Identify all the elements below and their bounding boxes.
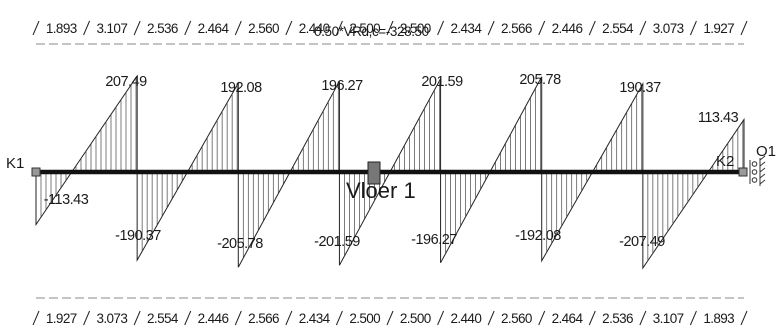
vrdc-annotation: 0.50*VRd,c=-328.50	[314, 24, 429, 39]
beam-label-marker	[367, 161, 381, 185]
top-dim-tick	[639, 20, 647, 36]
shear-positive-area	[389, 78, 442, 173]
top-dim-label: 2.440	[299, 21, 330, 36]
shear-max-label: 190.37	[619, 80, 661, 96]
bottom-dim-tick	[133, 310, 141, 326]
bottom-dim-label: 3.107	[653, 311, 684, 326]
shear-min-label: -190.37	[115, 228, 161, 244]
bottom-dim-label: 2.440	[450, 311, 481, 326]
top-dim-label: 2.446	[552, 21, 583, 36]
top-dim-tick	[386, 20, 394, 36]
top-dim-tick	[588, 20, 596, 36]
bottom-dim-tick	[437, 310, 445, 326]
bottom-dim-label: 1.893	[703, 311, 734, 326]
top-dim-tick	[487, 20, 495, 36]
top-dimension-line: 1.893 3.107 2.536 2.464 2.560 2.440 2.500 2.500…	[32, 20, 748, 45]
top-dim-label: 3.107	[96, 21, 127, 36]
shear-force-plot: 207.49 -113.43 192.08 -190.37 196.27 -205.78 2…	[35, 72, 745, 270]
bottom-dim-tick	[285, 310, 293, 326]
top-dim-label: 2.434	[450, 21, 482, 36]
top-dim-label: 2.464	[198, 21, 230, 36]
bottom-dim-label: 2.500	[400, 311, 431, 326]
shear-min-label: -113.43	[44, 192, 89, 208]
bottom-dim-label: 2.560	[501, 311, 532, 326]
bottom-dim-label: 2.566	[248, 311, 279, 326]
bottom-dim-label: 1.927	[46, 311, 77, 326]
top-dim-label: 2.554	[602, 21, 634, 36]
top-dim-label: 2.536	[147, 21, 178, 36]
bottom-dim-tick	[386, 310, 394, 326]
shear-max-label: 113.43	[698, 110, 739, 126]
top-dim-tick	[285, 20, 293, 36]
top-dim-tick	[32, 20, 40, 36]
shear-min-label: -201.59	[314, 234, 360, 250]
top-dim-label: 3.073	[653, 21, 684, 36]
bottom-dim-tick	[487, 310, 495, 326]
bottom-dim-tick	[639, 310, 647, 326]
support-label-k1: K1	[6, 155, 24, 172]
top-dim-label: 1.927	[703, 21, 734, 36]
top-dim-label: 1.893	[46, 21, 77, 36]
top-dim-tick	[133, 20, 141, 36]
shear-min-label: -196.27	[411, 232, 457, 248]
bottom-dim-label: 2.434	[299, 311, 331, 326]
bottom-dim-tick	[83, 310, 91, 326]
shear-min-label: -207.49	[619, 234, 665, 250]
top-dim-label: 2.500	[349, 21, 380, 36]
shear-min-label: -205.78	[217, 236, 263, 252]
shear-max-label: 207.49	[105, 74, 147, 90]
support-label-k2: K2	[716, 153, 734, 170]
shear-positive-area	[289, 80, 340, 173]
bottom-dim-label: 2.464	[552, 311, 584, 326]
shear-max-label: 192.08	[220, 80, 262, 96]
bottom-dim-label: 2.500	[349, 311, 380, 326]
shear-positive-area	[70, 74, 138, 173]
bottom-dim-label: 2.446	[198, 311, 229, 326]
shear-max-label: 205.78	[519, 72, 561, 88]
shear-negative-area	[237, 171, 291, 268]
beam-label: Vloer 1	[346, 178, 416, 203]
bottom-dim-tick	[588, 310, 596, 326]
top-dim-tick	[538, 20, 546, 36]
top-dim-tick	[83, 20, 91, 36]
bottom-dimension-line: 1.927 3.073 2.554 2.446 2.566 2.434 2.500 2.500…	[32, 297, 748, 326]
shear-positive-area	[186, 81, 239, 173]
bottom-dim-label: 2.536	[602, 311, 633, 326]
top-dim-tick	[335, 20, 343, 36]
bottom-dim-label: 3.073	[96, 311, 127, 326]
shear-max-label: 201.59	[421, 74, 463, 90]
top-dim-tick	[740, 20, 748, 36]
top-dim-tick	[437, 20, 445, 36]
top-dim-tick	[689, 20, 697, 36]
roller-support-icon	[749, 155, 766, 186]
bottom-dim-tick	[335, 310, 343, 326]
shear-min-label: -192.08	[515, 228, 561, 244]
top-dim-tick	[184, 20, 192, 36]
bottom-dim-tick	[234, 310, 242, 326]
bottom-dim-tick	[32, 310, 40, 326]
support-k2-node	[738, 167, 748, 177]
shear-max-label: 196.27	[321, 78, 363, 94]
shear-negative-area	[541, 171, 594, 263]
bottom-dim-tick	[538, 310, 546, 326]
bottom-dim-tick	[689, 310, 697, 326]
support-label-o1: O1	[756, 143, 776, 160]
bottom-dim-tick	[740, 310, 748, 326]
support-k1-node	[31, 167, 41, 177]
top-dim-label: 2.500	[400, 21, 431, 36]
bottom-dim-label: 2.554	[147, 311, 179, 326]
bottom-dim-tick	[184, 310, 192, 326]
top-dim-tick	[234, 20, 242, 36]
top-dim-label: 2.560	[248, 21, 279, 36]
top-dim-label: 2.566	[501, 21, 532, 36]
shear-positive-area	[591, 82, 644, 173]
